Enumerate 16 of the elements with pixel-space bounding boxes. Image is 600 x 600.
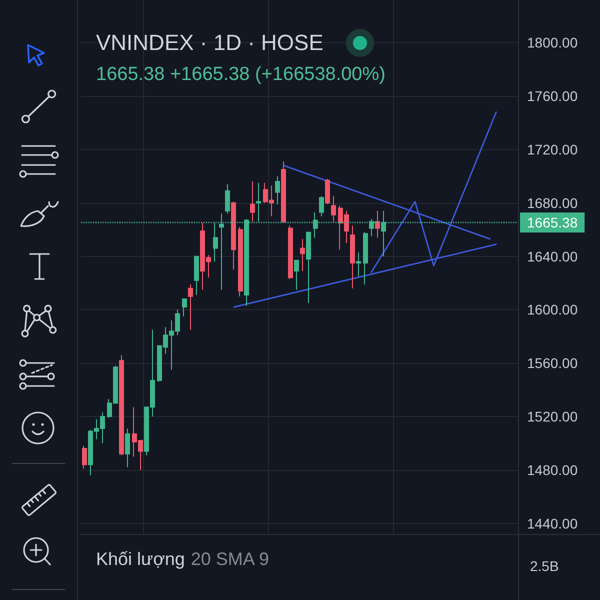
y-tick-label: 1640.00 — [527, 248, 578, 264]
text: 20 SMA 9 — [190, 549, 269, 569]
ref-line-label: 1665.38 — [527, 214, 578, 230]
y-tick-label: 1560.00 — [527, 355, 578, 372]
y-tick-label: 1440.00 — [527, 515, 578, 532]
y-tick-label: 1720.00 — [527, 142, 578, 158]
y-tick-label: 1480.00 — [527, 462, 578, 478]
y-tick-label: 1600.00 — [527, 302, 578, 318]
y-tick-label: 1760.00 — [527, 88, 578, 104]
y-tick-label: 1800.00 — [527, 34, 578, 51]
text: VNINDEX · 1D · HOSE — [96, 30, 324, 56]
y-tick-label: 1520.00 — [527, 408, 578, 425]
text: Khối lượng — [96, 549, 185, 569]
text: 1665.38 +1665.38 (+166538.00%) — [96, 64, 386, 86]
text: 2.5B — [530, 558, 559, 574]
y-tick-label: 1680.00 — [527, 194, 578, 211]
